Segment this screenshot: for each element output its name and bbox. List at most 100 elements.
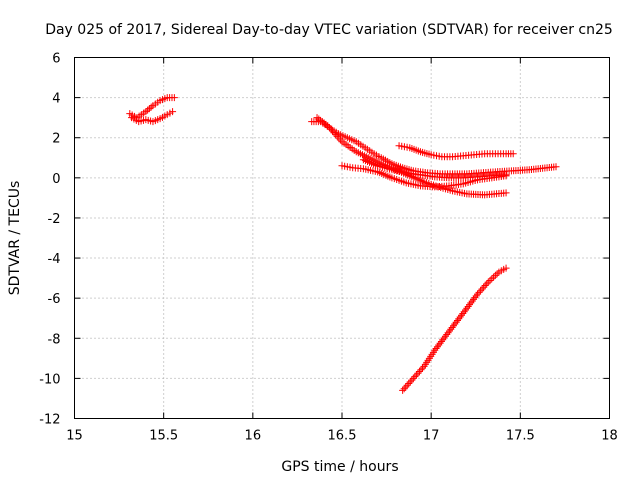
- series-arc-e: [395, 142, 517, 161]
- data-point: [169, 108, 177, 116]
- data-point: [415, 368, 423, 376]
- data-point: [455, 315, 463, 323]
- y-tick-label: 2: [52, 132, 60, 147]
- data-point: [451, 320, 459, 328]
- x-tick-label: 18: [601, 429, 618, 444]
- data-point: [320, 119, 328, 127]
- x-axis-label: GPS time / hours: [281, 459, 398, 475]
- data-point: [468, 297, 476, 305]
- y-tick-label: -10: [39, 372, 60, 387]
- data-point: [456, 313, 464, 321]
- data-point: [461, 306, 469, 314]
- data-point: [403, 381, 411, 389]
- data-point: [333, 132, 341, 140]
- data-point: [336, 136, 344, 144]
- y-axis-label: SDTVAR / TECUs: [7, 181, 23, 296]
- data-point: [405, 380, 413, 388]
- data-point: [402, 383, 410, 391]
- data-point: [472, 292, 480, 300]
- data-point: [475, 288, 483, 296]
- data-point: [443, 331, 451, 339]
- y-tick-label: 4: [52, 92, 60, 107]
- data-point: [315, 115, 323, 123]
- data-point: [502, 189, 510, 197]
- data-point: [145, 105, 153, 113]
- data-point: [433, 343, 441, 351]
- data-point: [144, 106, 152, 114]
- data-point: [328, 127, 336, 135]
- y-tick-label: -6: [48, 292, 61, 307]
- data-point: [453, 316, 461, 324]
- data-point: [147, 103, 155, 111]
- y-tick-label: -8: [48, 332, 61, 347]
- x-tick-label: 15.5: [149, 429, 178, 444]
- y-tick-label: -2: [48, 212, 61, 227]
- data-point: [463, 304, 471, 312]
- data-point: [412, 371, 420, 379]
- data-point: [408, 376, 416, 384]
- data-point: [490, 273, 498, 281]
- data-point: [432, 345, 440, 353]
- series-arc-c: [313, 114, 510, 199]
- x-tick-label: 16: [245, 429, 262, 444]
- data-point: [322, 120, 330, 128]
- data-point: [431, 346, 439, 354]
- data-point: [317, 116, 325, 124]
- x-tick-label: 17.5: [506, 429, 535, 444]
- data-point: [409, 374, 417, 382]
- data-point: [448, 323, 456, 331]
- data-point: [467, 299, 475, 307]
- data-point: [441, 332, 449, 340]
- data-point: [332, 131, 340, 139]
- data-point: [170, 94, 178, 102]
- data-point: [417, 366, 425, 374]
- data-point: [330, 129, 338, 137]
- data-point: [483, 280, 491, 288]
- x-tick-label: 17: [423, 429, 440, 444]
- series-arc-d: [338, 162, 510, 191]
- data-point: [509, 150, 517, 158]
- series-arc-f: [359, 156, 510, 182]
- data-point: [335, 134, 343, 142]
- ticks: 15 15.5 16 16.5 17 17.5 18 -12 -10 -8 -6 -4 -2 0 2 4 6: [39, 52, 618, 444]
- data-point: [493, 270, 501, 278]
- y-tick-label: -12: [39, 413, 60, 428]
- data-point: [400, 385, 408, 393]
- data-point: [466, 301, 474, 309]
- data-point: [444, 329, 452, 337]
- data-point: [488, 275, 496, 283]
- data-point: [484, 278, 492, 286]
- plot-frame: [74, 57, 610, 419]
- x-tick-label: 15: [66, 429, 83, 444]
- data-point: [502, 264, 510, 272]
- data-point: [474, 290, 482, 298]
- data-point: [486, 276, 494, 284]
- data-point: [470, 295, 478, 303]
- data-points: [126, 94, 560, 394]
- chart-title: Day 025 of 2017, Sidereal Day-to-day VTE…: [45, 22, 613, 38]
- data-point: [449, 322, 457, 330]
- data-point: [411, 373, 419, 381]
- data-point: [481, 282, 489, 290]
- data-point: [491, 271, 499, 279]
- data-point: [436, 339, 444, 347]
- data-point: [457, 311, 465, 319]
- data-point: [480, 283, 488, 291]
- data-point: [478, 285, 486, 293]
- data-point: [313, 114, 321, 122]
- data-point: [452, 318, 460, 326]
- y-tick-label: 6: [52, 52, 60, 67]
- data-point: [435, 341, 443, 349]
- data-point: [325, 123, 333, 131]
- data-point: [399, 386, 407, 394]
- data-point: [142, 108, 150, 116]
- data-point: [318, 118, 326, 126]
- data-point: [502, 171, 510, 179]
- data-point: [477, 287, 485, 295]
- data-point: [439, 336, 447, 344]
- series-arc-a-lower: [128, 108, 177, 126]
- data-point: [552, 163, 560, 171]
- data-point: [447, 325, 455, 333]
- data-point: [445, 327, 453, 335]
- data-point: [440, 334, 448, 342]
